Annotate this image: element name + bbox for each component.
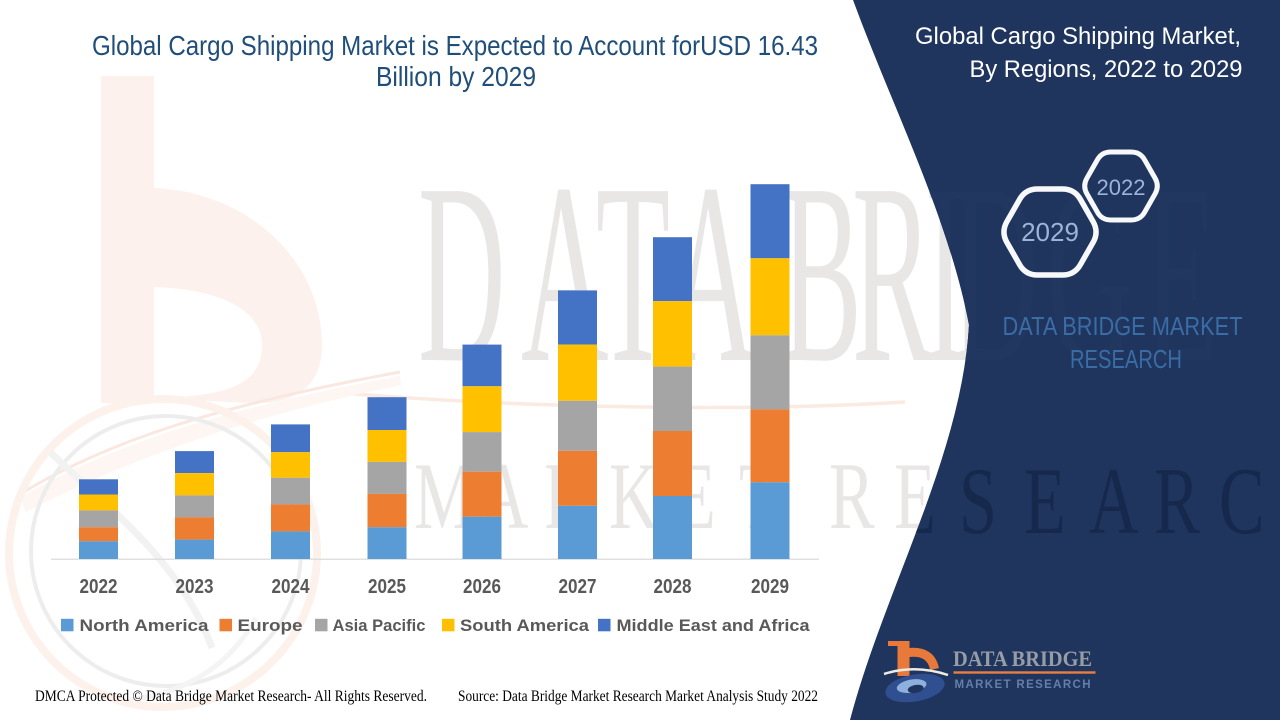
svg-text:2028: 2028 — [654, 576, 692, 598]
svg-text:DMCA Protected © Data Bridge M: DMCA Protected © Data Bridge Market Rese… — [35, 688, 427, 705]
svg-text:2023: 2023 — [176, 576, 214, 598]
svg-text:2027: 2027 — [559, 576, 597, 598]
svg-text:2024: 2024 — [272, 576, 311, 598]
svg-text:C: C — [1219, 448, 1265, 554]
svg-text:North America: North America — [80, 616, 210, 635]
svg-text:2029: 2029 — [751, 576, 789, 598]
svg-text:By Regions, 2022 to 2029: By Regions, 2022 to 2029 — [970, 56, 1243, 83]
svg-text:2022: 2022 — [80, 576, 118, 598]
svg-text:MARKET RESEARCH: MARKET RESEARCH — [955, 679, 1091, 691]
svg-text:DATA BRIDGE: DATA BRIDGE — [953, 646, 1092, 671]
svg-text:R: R — [829, 443, 875, 549]
svg-text:Asia Pacific: Asia Pacific — [333, 616, 426, 635]
svg-text:2026: 2026 — [463, 576, 501, 598]
svg-text:Source: Data Bridge Market Res: Source: Data Bridge Market Research Mark… — [458, 688, 818, 705]
svg-text:Global Cargo Shipping Market,: Global Cargo Shipping Market, — [915, 23, 1241, 50]
svg-text:South America: South America — [460, 616, 590, 635]
svg-text:Middle East and Africa: Middle East and Africa — [617, 616, 811, 635]
svg-text:K: K — [609, 443, 658, 549]
svg-text:S: S — [959, 448, 997, 554]
svg-text:Billion by 2029: Billion by 2029 — [376, 61, 536, 92]
svg-text:Europe: Europe — [238, 616, 303, 635]
svg-text:R: R — [852, 130, 933, 417]
svg-text:2025: 2025 — [368, 576, 406, 598]
svg-text:2029: 2029 — [1021, 217, 1079, 247]
svg-text:DATA BRIDGE MARKET: DATA BRIDGE MARKET — [1003, 311, 1243, 341]
svg-text:B: B — [781, 130, 862, 417]
svg-text:Global Cargo Shipping Market i: Global Cargo Shipping Market is Expected… — [92, 30, 818, 61]
svg-text:E: E — [1024, 448, 1066, 554]
svg-text:R: R — [1154, 448, 1200, 554]
svg-text:2022: 2022 — [1097, 175, 1146, 200]
svg-text:RESEARCH: RESEARCH — [1070, 344, 1182, 374]
svg-text:A: A — [1089, 448, 1139, 554]
